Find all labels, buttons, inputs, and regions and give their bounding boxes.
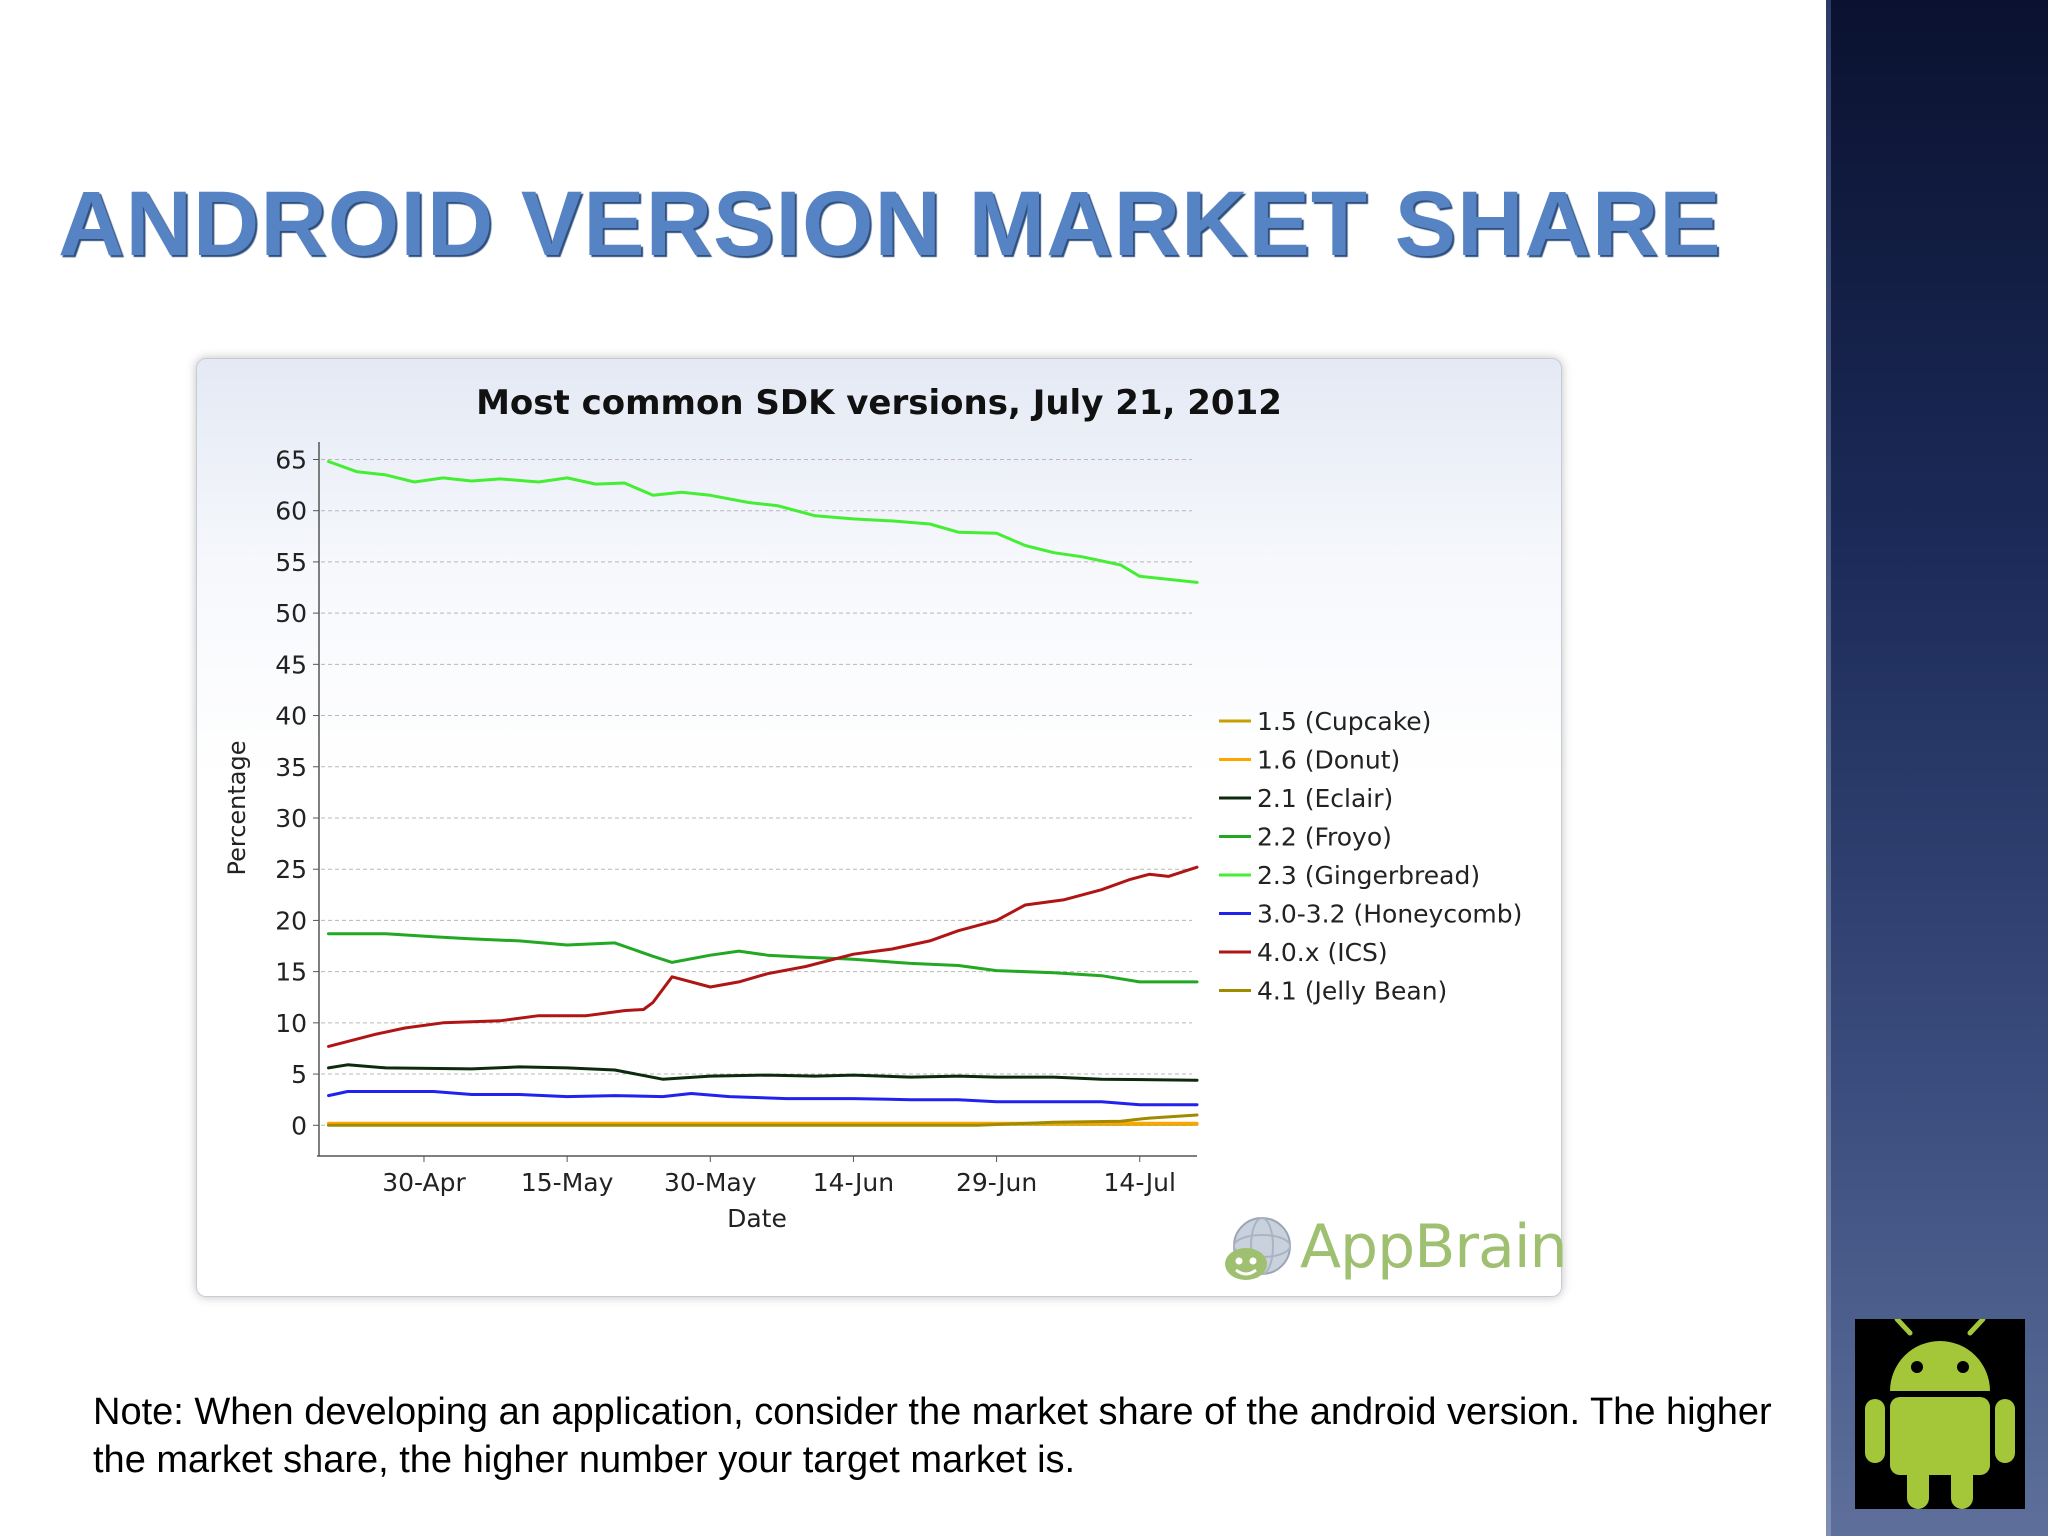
y-tick-label: 60 (275, 497, 307, 526)
legend-label: 4.0.x (ICS) (1257, 938, 1388, 967)
series-line (327, 932, 1199, 984)
slide-title: ANDROID VERSION MARKET SHARE (58, 173, 1722, 275)
x-tick-label: 30-May (664, 1168, 757, 1197)
x-tick-label: 14-Jul (1104, 1168, 1176, 1197)
y-tick-label: 45 (275, 650, 307, 679)
legend-label: 2.3 (Gingerbread) (1257, 861, 1480, 890)
legend-label: 4.1 (Jelly Bean) (1257, 977, 1447, 1006)
appbrain-logo: AppBrain (1220, 1212, 1568, 1288)
y-tick-label: 30 (275, 804, 307, 833)
y-tick-label: 55 (275, 548, 307, 577)
legend-label: 2.1 (Eclair) (1257, 784, 1393, 813)
line-chart: Most common SDK versions, July 21, 2012 0… (223, 383, 1522, 1233)
legend-label: 2.2 (Froyo) (1257, 823, 1392, 852)
series-line (327, 1063, 1199, 1082)
y-tick-label: 40 (275, 702, 307, 731)
legend-label: 1.5 (Cupcake) (1257, 707, 1431, 736)
series-line (327, 460, 1199, 584)
y-tick-label: 20 (275, 906, 307, 935)
y-tick-label: 15 (275, 958, 307, 987)
x-tick-label: 30-Apr (382, 1168, 466, 1197)
y-tick-label: 50 (275, 599, 307, 628)
series-line (327, 1113, 1199, 1127)
appbrain-globe-icon (1225, 1217, 1291, 1280)
y-tick-label: 35 (275, 753, 307, 782)
chart-card: Most common SDK versions, July 21, 2012 0… (196, 358, 1562, 1297)
x-tick-label: 15-May (521, 1168, 614, 1197)
chart-title: Most common SDK versions, July 21, 2012 (476, 383, 1282, 423)
slide-note: Note: When developing an application, co… (93, 1391, 1772, 1481)
x-axis-label: Date (727, 1204, 787, 1233)
y-tick-label: 0 (291, 1111, 307, 1140)
x-tick-label: 29-Jun (956, 1168, 1037, 1197)
legend-label: 1.6 (Donut) (1257, 746, 1400, 775)
y-tick-label: 10 (275, 1009, 307, 1038)
android-badge (1855, 1316, 2025, 1509)
y-tick-label: 25 (275, 855, 307, 884)
y-axis-label: Percentage (223, 740, 251, 875)
series-line (327, 1090, 1199, 1107)
android-robot-icon (1865, 1316, 2015, 1509)
side-decor-panel (1826, 0, 2048, 1536)
series-line (327, 865, 1199, 1048)
y-tick-label: 65 (275, 445, 307, 474)
y-tick-label: 5 (291, 1060, 307, 1089)
appbrain-wordmark: AppBrain (1300, 1212, 1568, 1282)
x-tick-label: 14-Jun (813, 1168, 894, 1197)
legend-label: 3.0-3.2 (Honeycomb) (1257, 900, 1522, 929)
